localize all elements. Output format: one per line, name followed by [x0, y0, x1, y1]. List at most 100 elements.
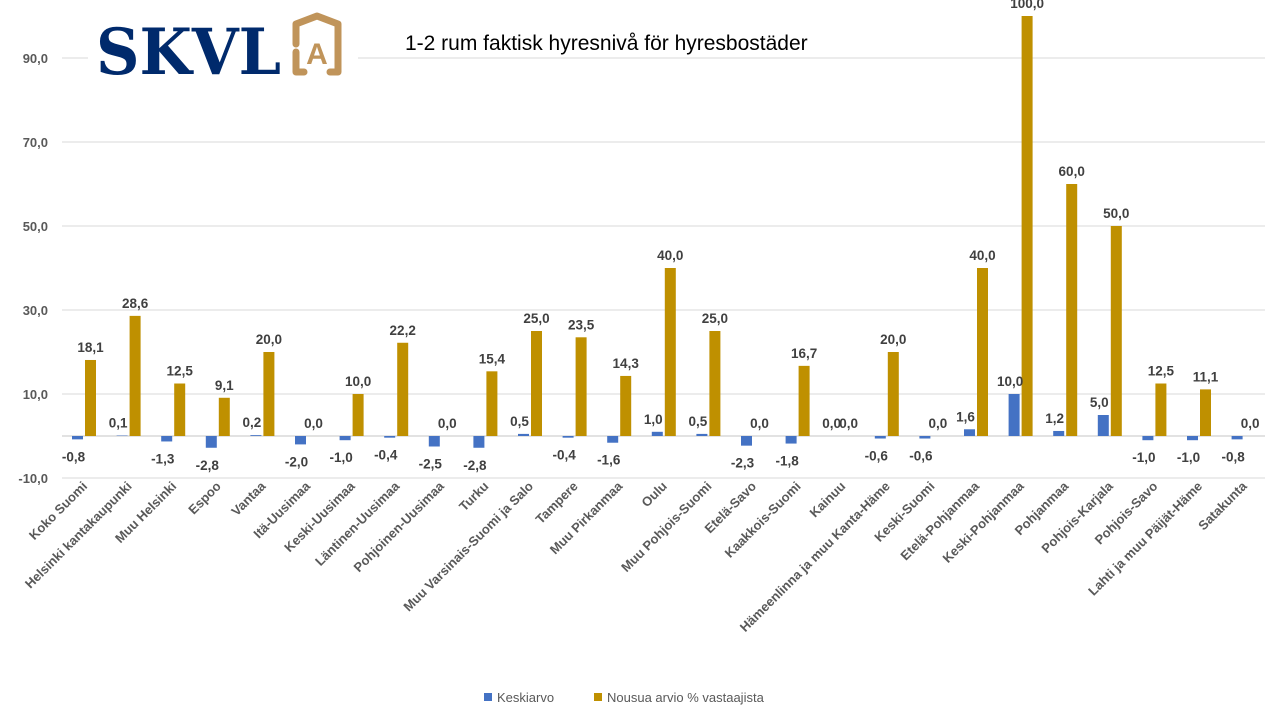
data-label-keskiarvo: -1,0 — [1177, 450, 1200, 465]
bar-keskiarvo — [473, 436, 484, 448]
data-label-keskiarvo: -2,8 — [463, 458, 487, 473]
data-label-keskiarvo: 0,2 — [243, 415, 262, 430]
y-tick-label: 10,0 — [23, 387, 48, 402]
bar-nousua — [486, 371, 497, 436]
bar-keskiarvo — [919, 436, 930, 439]
x-tick-label: Pohjoinen-Uusimaa — [351, 478, 448, 575]
bar-nousua — [219, 398, 230, 436]
data-label-nousua: 22,2 — [390, 323, 416, 338]
bar-keskiarvo — [429, 436, 440, 447]
bar-nousua — [576, 337, 587, 436]
data-label-nousua: 20,0 — [880, 332, 906, 347]
data-label-nousua: 28,6 — [122, 296, 149, 311]
data-label-keskiarvo: -1,8 — [775, 454, 799, 469]
bar-keskiarvo — [741, 436, 752, 446]
data-label-nousua: 16,7 — [791, 346, 817, 361]
data-label-keskiarvo: 1,2 — [1045, 411, 1064, 426]
data-label-keskiarvo: -0,8 — [62, 449, 86, 464]
bar-nousua — [977, 268, 988, 436]
bar-nousua — [1111, 226, 1122, 436]
data-label-keskiarvo: 0,1 — [109, 416, 128, 431]
bar-nousua — [1066, 184, 1077, 436]
bar-keskiarvo — [652, 432, 663, 436]
data-label-keskiarvo: -1,3 — [151, 451, 175, 466]
bar-nousua — [531, 331, 542, 436]
bar-keskiarvo — [72, 436, 83, 439]
data-label-nousua: 14,3 — [613, 356, 640, 371]
data-label-keskiarvo: -2,8 — [196, 458, 220, 473]
data-label-nousua: 50,0 — [1103, 206, 1129, 221]
data-label-nousua: 10,0 — [345, 374, 371, 389]
bar-nousua — [85, 360, 96, 436]
bar-keskiarvo — [518, 434, 529, 436]
data-label-nousua: 9,1 — [215, 378, 234, 393]
legend: Keskiarvo Nousua arvio % vastaajista — [484, 690, 765, 705]
bar-nousua — [620, 376, 631, 436]
data-label-nousua: 0,0 — [1241, 416, 1260, 431]
data-label-keskiarvo: -0,6 — [909, 449, 933, 464]
y-axis-ticks: -10,010,030,050,070,090,0 — [18, 51, 48, 486]
bar-keskiarvo — [384, 436, 395, 438]
y-tick-label: 50,0 — [23, 219, 48, 234]
bar-keskiarvo — [295, 436, 306, 444]
bar-nousua — [1022, 16, 1033, 436]
bar-keskiarvo — [1098, 415, 1109, 436]
bar-keskiarvo — [340, 436, 351, 440]
data-label-nousua: 12,5 — [167, 364, 194, 379]
legend-swatch-keskiarvo — [484, 693, 492, 701]
data-label-nousua: 15,4 — [479, 351, 506, 366]
x-tick-label: Oulu — [638, 478, 670, 510]
data-label-keskiarvo: 1,6 — [956, 409, 975, 424]
bar-keskiarvo — [250, 435, 261, 436]
bar-keskiarvo — [875, 436, 886, 439]
x-tick-label: Etelä-Pohjanmaa — [897, 478, 982, 563]
data-label-keskiarvo: 0,5 — [510, 414, 529, 429]
bar-keskiarvo — [161, 436, 172, 441]
bar-keskiarvo — [1142, 436, 1153, 440]
bar-nousua — [799, 366, 810, 436]
bar-nousua — [130, 316, 141, 436]
data-label-nousua: 0,0 — [304, 416, 323, 431]
x-tick-label: Kaakkois-Suomi — [722, 479, 804, 561]
bar-nousua — [888, 352, 899, 436]
data-label-nousua: 40,0 — [969, 248, 995, 263]
bar-nousua — [665, 268, 676, 436]
bar-nousua — [174, 384, 185, 437]
legend-label-nousua: Nousua arvio % vastaajista — [607, 690, 765, 705]
data-label-keskiarvo: 10,0 — [997, 374, 1023, 389]
data-label-nousua: 0,0 — [929, 416, 948, 431]
chart-title: 1-2 rum faktisk hyresnivå för hyresbostä… — [405, 32, 808, 55]
bar-keskiarvo — [1187, 436, 1198, 440]
data-label-keskiarvo: -2,5 — [419, 457, 443, 472]
data-label-nousua: 40,0 — [657, 248, 683, 263]
y-tick-label: 30,0 — [23, 303, 48, 318]
bar-nousua — [397, 343, 408, 436]
data-label-keskiarvo: -0,8 — [1221, 449, 1245, 464]
data-label-nousua: 0,0 — [750, 416, 769, 431]
x-tick-label: Keski-Pohjanmaa — [939, 478, 1027, 566]
y-tick-label: 90,0 — [23, 51, 48, 66]
x-tick-label: Muu Pohjois-Suomi — [618, 479, 714, 575]
data-label-keskiarvo: 0,0 — [822, 416, 841, 431]
bar-keskiarvo — [1053, 431, 1064, 436]
bar-nousua — [1200, 389, 1211, 436]
data-label-keskiarvo: -1,6 — [597, 453, 621, 468]
bar-keskiarvo — [1232, 436, 1243, 439]
logo: SKVL A — [88, 10, 358, 90]
x-tick-label: Kainuu — [807, 478, 849, 520]
data-label-nousua: 25,0 — [702, 311, 728, 326]
logo-text: SKVL — [96, 15, 281, 90]
data-label-nousua: 60,0 — [1059, 164, 1085, 179]
x-tick-label: Turku — [456, 478, 492, 514]
data-label-keskiarvo: -0,6 — [865, 449, 889, 464]
x-tick-label: Läntinen-Uusimaa — [312, 478, 403, 569]
data-label-nousua: 0,0 — [839, 416, 858, 431]
data-label-keskiarvo: -1,0 — [1132, 450, 1155, 465]
data-label-nousua: 11,1 — [1193, 369, 1219, 384]
data-label-keskiarvo: -1,0 — [329, 450, 352, 465]
bar-keskiarvo — [607, 436, 618, 443]
data-label-keskiarvo: 5,0 — [1090, 395, 1109, 410]
data-label-nousua: 25,0 — [523, 311, 549, 326]
bar-nousua — [353, 394, 364, 436]
